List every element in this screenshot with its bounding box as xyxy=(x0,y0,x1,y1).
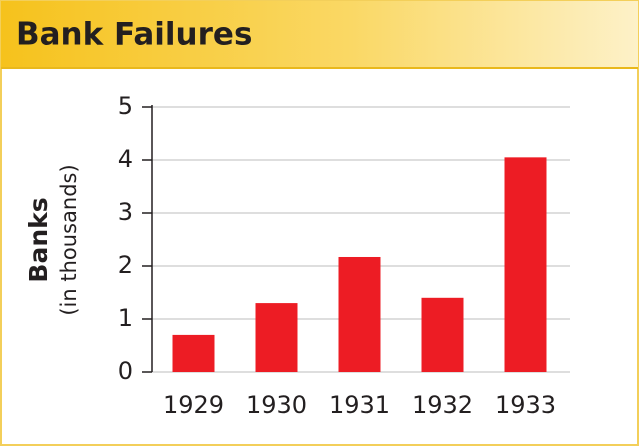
x-tick-label: 1931 xyxy=(329,391,390,419)
bar xyxy=(338,256,381,372)
y-tick-label: 0 xyxy=(118,357,133,385)
y-axis-label: Banks xyxy=(24,197,53,282)
header-band xyxy=(1,1,638,68)
x-tick-label: 1933 xyxy=(495,391,556,419)
chart-title: Bank Failures xyxy=(16,17,252,53)
y-tick-label: 4 xyxy=(118,145,133,173)
x-tick-label: 1929 xyxy=(163,391,224,419)
y-tick-label: 1 xyxy=(118,304,133,332)
bar xyxy=(421,297,464,372)
y-axis-sublabel: (in thousands) xyxy=(57,164,81,315)
bar xyxy=(172,334,215,372)
x-tick-label: 1930 xyxy=(246,391,307,419)
y-tick-label: 2 xyxy=(118,251,133,279)
y-tick-label: 3 xyxy=(118,198,133,226)
bar xyxy=(255,303,298,372)
y-tick-label: 5 xyxy=(118,92,133,120)
x-tick-label: 1932 xyxy=(412,391,473,419)
bar xyxy=(504,157,547,372)
